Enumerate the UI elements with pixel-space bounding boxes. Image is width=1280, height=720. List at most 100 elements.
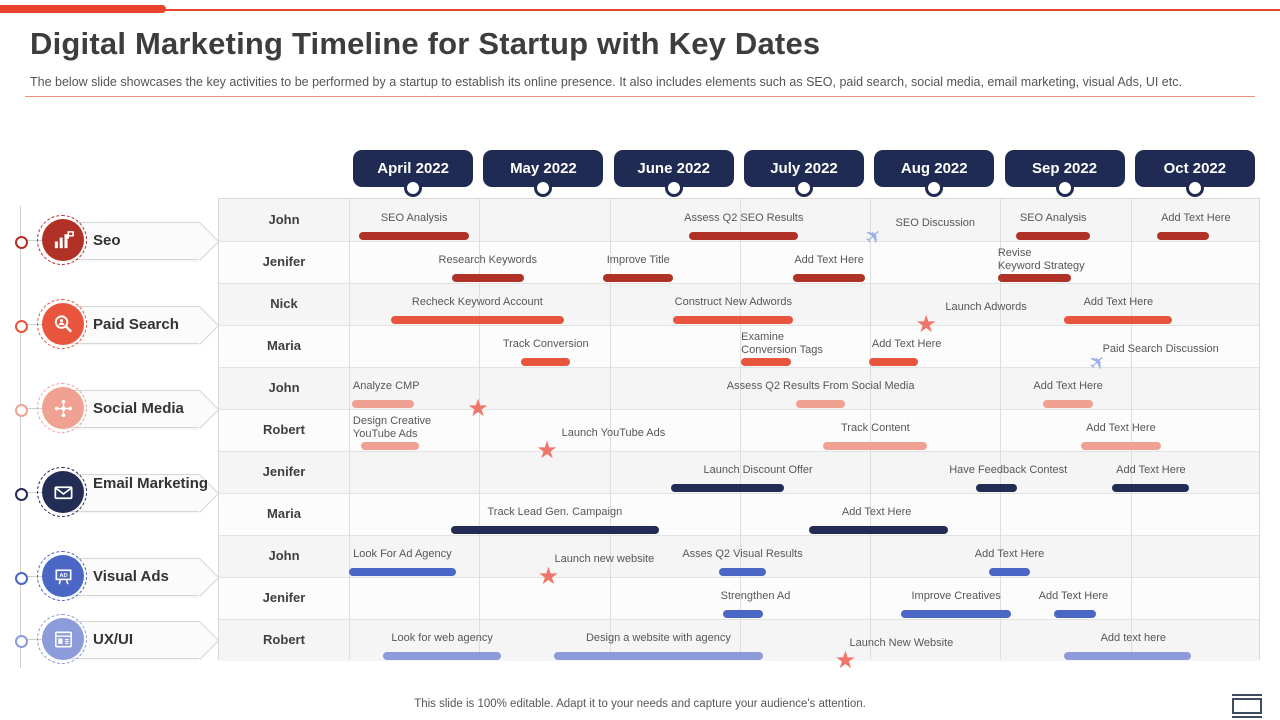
category-label: Visual Ads — [93, 568, 169, 585]
grid-column-line — [1000, 199, 1002, 659]
sidebar-node-dot — [15, 235, 28, 249]
task-label: Add Text Here — [871, 338, 942, 350]
slide-icon-bottom-line — [1232, 716, 1262, 718]
slide-icon-frame — [1232, 698, 1262, 714]
task-label: Add Text Here — [1086, 422, 1156, 434]
task-label: Add Text Here — [974, 548, 1045, 560]
task-label: Assess Q2 SEO Results — [684, 212, 804, 224]
task-label: Add Text Here — [841, 506, 912, 518]
task-bar — [553, 652, 764, 660]
task-label: SEO Discussion — [895, 217, 976, 229]
task-label: Strengthen Ad — [720, 590, 791, 602]
task-bar — [1064, 652, 1191, 660]
grid-row-line — [219, 241, 1259, 242]
task-bar — [1156, 232, 1209, 240]
row-name: Jenifer — [262, 254, 306, 269]
grid-column-line — [479, 199, 481, 659]
task-bar — [901, 610, 1011, 618]
grid-row-line — [219, 325, 1259, 326]
page-title: Digital Marketing Timeline for Startup w… — [30, 26, 821, 61]
task-bar — [603, 274, 674, 282]
month-header-dot — [1185, 179, 1204, 197]
task-label: Improve Title — [606, 254, 670, 266]
grid-row-line — [219, 577, 1259, 578]
month-header-dot — [664, 179, 683, 197]
task-label: Research Keywords — [438, 254, 537, 266]
task-bar — [673, 316, 794, 324]
slide-placeholder-icon — [1232, 694, 1262, 720]
task-bar — [1043, 400, 1093, 408]
task-label: Improve Creatives — [911, 590, 1001, 602]
task-label: Add Text Here — [1083, 296, 1154, 308]
grid-row-line — [219, 619, 1259, 620]
task-bar — [360, 442, 420, 450]
task-label: Track Conversion — [502, 338, 589, 350]
task-label: Track Content — [841, 422, 910, 434]
top-accent-bar — [0, 5, 166, 13]
task-bar — [520, 358, 571, 366]
task-label: Examine Conversion Tags — [741, 331, 823, 356]
sidebar-vertical-line — [20, 206, 21, 668]
task-label: Analyze CMP — [352, 380, 420, 392]
task-label: Asses Q2 Visual Results — [682, 548, 803, 560]
task-bar — [1053, 610, 1096, 618]
sidebar-node-dot — [15, 403, 28, 417]
grid-row-line — [219, 535, 1259, 536]
task-label: Add text here — [1100, 632, 1167, 644]
footer-note: This slide is 100% editable. Adapt it to… — [414, 698, 866, 710]
task-bar — [793, 274, 865, 282]
milestone-star-icon: ★ — [536, 437, 558, 464]
row-name: John — [268, 548, 300, 563]
sidebar-connector-line — [20, 639, 43, 640]
row-stripe — [219, 493, 1259, 535]
grid-row-line — [219, 451, 1259, 452]
grid-column-line — [349, 199, 350, 659]
task-label: Have Feedback Contest — [949, 464, 1068, 476]
sidebar-node-dot — [15, 487, 28, 501]
task-label: Launch Adwords — [945, 301, 1027, 313]
visual-ads-icon: AD — [42, 555, 84, 597]
task-label: Design a website with agency — [585, 632, 731, 644]
task-bar — [1064, 316, 1173, 324]
grid-row-line — [219, 409, 1259, 410]
row-name: Robert — [263, 632, 305, 647]
category-label: Email Marketing — [93, 475, 209, 492]
task-bar — [823, 442, 928, 450]
task-bar — [450, 526, 660, 534]
task-bar — [988, 568, 1031, 576]
grid-column-line — [609, 199, 611, 659]
category-label: Paid Search — [93, 316, 179, 333]
sidebar-connector-line — [20, 324, 43, 325]
task-bar — [351, 400, 415, 408]
sidebar-node-dot — [15, 571, 28, 585]
task-label: Add Text Here — [1033, 380, 1103, 392]
category-icon-ring — [37, 614, 87, 664]
task-bar — [868, 358, 919, 366]
task-label: SEO Analysis — [380, 212, 448, 224]
slide-icon-top-line — [1232, 694, 1262, 696]
month-header-dot — [534, 179, 553, 197]
task-label: Add Text Here — [794, 254, 864, 266]
sidebar-connector-line — [20, 492, 43, 493]
grid-column-line — [870, 199, 872, 659]
task-label: Construct New Adwords — [674, 296, 793, 308]
task-bar — [349, 568, 456, 576]
ux-ui-icon — [42, 618, 84, 660]
grid-column-line — [739, 199, 741, 659]
task-bar — [689, 232, 799, 240]
milestone-star-icon: ★ — [537, 563, 560, 590]
sidebar-node-dot — [15, 634, 28, 648]
top-accent-line — [0, 9, 1280, 11]
seo-icon — [42, 219, 84, 261]
task-bar — [451, 274, 524, 282]
category-icon-ring — [37, 467, 87, 517]
milestone-star-icon: ★ — [834, 647, 857, 674]
task-bar — [390, 316, 564, 324]
row-name: Jenifer — [262, 464, 306, 479]
email-marketing-icon — [42, 471, 84, 513]
page-subtitle: The below slide showcases the key activi… — [30, 75, 1182, 89]
task-label: Launch New Website — [849, 637, 954, 649]
row-name: John — [268, 212, 300, 227]
task-bar — [719, 568, 766, 576]
